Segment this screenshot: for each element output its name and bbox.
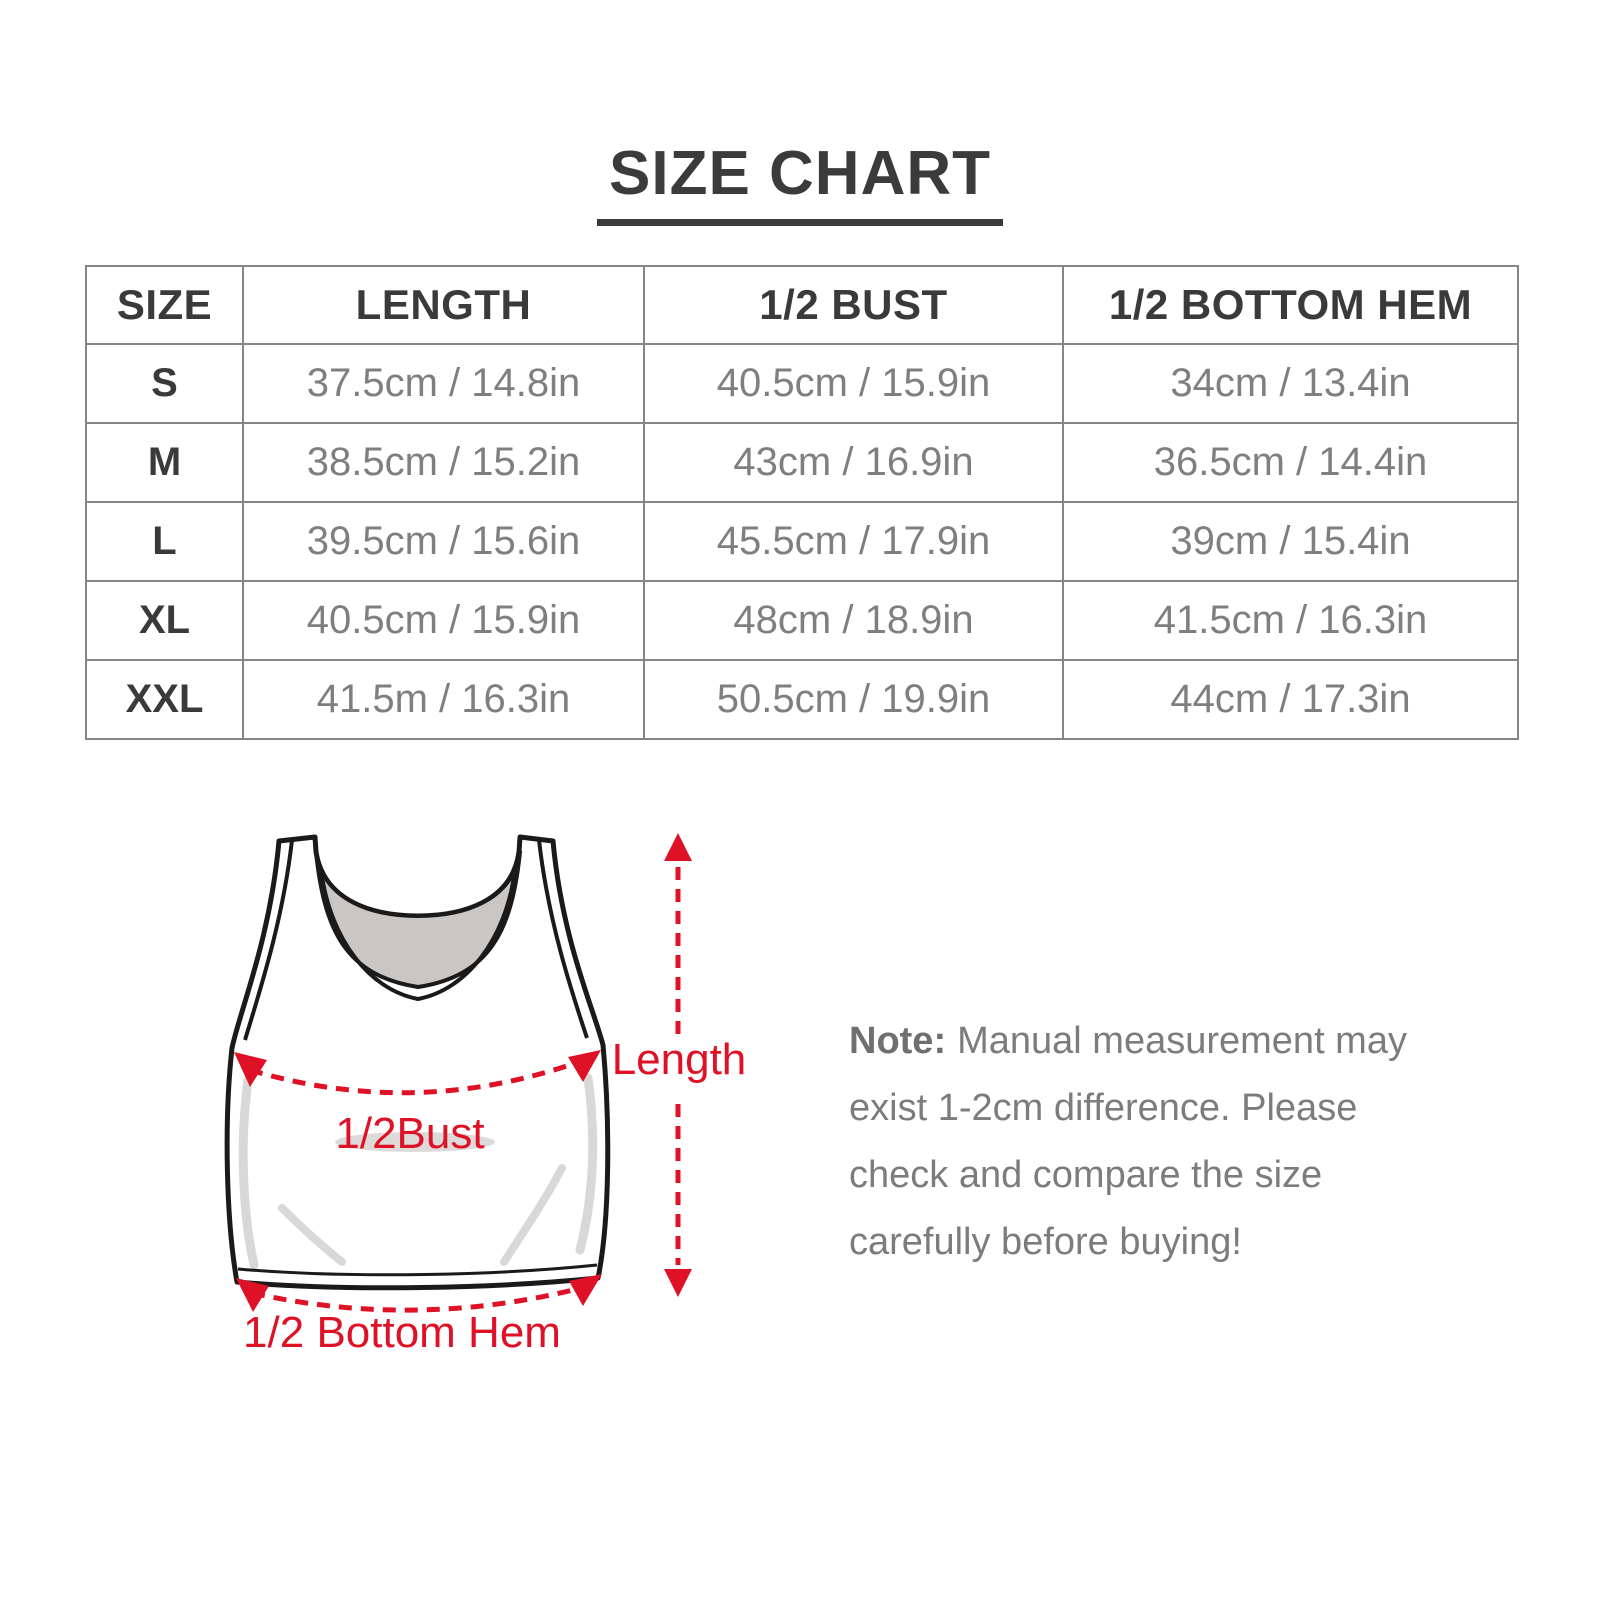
cell-size: XXL [85,659,244,740]
column-header-size: SIZE [85,265,244,345]
size-row-M: M 38.5cm / 15.2in 43cm / 16.9in 36.5cm / 14… [85,422,1519,503]
shading-right-diagonal [500,1164,566,1266]
length-arrow-up-icon [664,833,692,861]
cell-bust: 48cm / 18.9in [643,580,1064,661]
note-line: check and compare the size [849,1154,1323,1196]
tank-top-illustration: Length 1/2Bust 1/2 Bottom Hem [224,833,747,1357]
note-label: Note: [849,1020,947,1062]
cell-bottom_hem: 39cm / 15.4in [1062,501,1519,582]
shading-right-seam [575,1073,598,1255]
size-row-XL: XL 40.5cm / 15.9in 48cm / 18.9in 41.5cm / 1… [85,580,1519,661]
cell-length: 39.5cm / 15.6in [242,501,645,582]
cell-bust: 45.5cm / 17.9in [643,501,1064,582]
bust-measure-line [249,1057,585,1096]
page-title: SIZE CHART [597,138,1003,226]
size-table: SIZE LENGTH 1/2 BUST 1/2 BOTTOM HEM S 37.… [85,265,1519,740]
bust-arrow-right-icon [568,1050,601,1082]
garment-diagram: Length 1/2Bust 1/2 Bottom Hem [170,810,790,1390]
page-title-wrap: SIZE CHART [0,138,1600,226]
size-row-S: S 37.5cm / 14.8in 40.5cm / 15.9in 34cm / 13… [85,343,1519,424]
shading-left-diagonal [278,1204,346,1266]
bottom-hem-label: 1/2 Bottom Hem [243,1308,561,1357]
note-text: Note: Manual measurement may exist 1-2cm … [849,1008,1407,1276]
size-table-body: S 37.5cm / 14.8in 40.5cm / 15.9in 34cm / 13… [85,343,1519,740]
shading-bust-smudge [335,1132,495,1152]
note-line: exist 1-2cm difference. Please [849,1087,1358,1129]
right-armhole-binding-line [537,839,589,1039]
cell-bottom_hem: 41.5cm / 16.3in [1062,580,1519,661]
hem-measure-line [251,1284,586,1313]
cell-bust: 50.5cm / 19.9in [643,659,1064,740]
cell-size: XL [85,580,244,661]
cell-size: M [85,422,244,503]
hem-stitch-line [237,1263,598,1277]
cell-length: 37.5cm / 14.8in [242,343,645,424]
bust-label: 1/2Bust [335,1109,484,1158]
cell-size: L [85,501,244,582]
note-line-text: Manual measurement may [957,1020,1407,1062]
length-label: Length [612,1035,747,1084]
cell-bust: 43cm / 16.9in [643,422,1064,503]
size-table-header: SIZE LENGTH 1/2 BUST 1/2 BOTTOM HEM [85,265,1519,345]
column-header-length: LENGTH [242,265,645,345]
size-row-XXL: XXL 41.5m / 16.3in 50.5cm / 19.9in 44cm / 1… [85,659,1519,740]
length-arrow-down-icon [664,1269,692,1297]
cell-bottom_hem: 34cm / 13.4in [1062,343,1519,424]
hem-arrow-left-icon [236,1278,269,1312]
bust-arrow-left-icon [234,1052,267,1087]
cell-bottom_hem: 36.5cm / 14.4in [1062,422,1519,503]
neck-binding-line [319,869,517,1002]
cell-size: S [85,343,244,424]
size-row-L: L 39.5cm / 15.6in 45.5cm / 17.9in 39cm / 15… [85,501,1519,582]
shading-left-seam [238,1075,259,1270]
note-line: Note: Manual measurement may [849,1008,1407,1075]
cell-length: 40.5cm / 15.9in [242,580,645,661]
column-header-bottom-hem: 1/2 BOTTOM HEM [1062,265,1519,345]
hem-arrow-right-icon [569,1274,602,1306]
cell-length: 38.5cm / 15.2in [242,422,645,503]
cell-length: 41.5m / 16.3in [242,659,645,740]
note-line: carefully before buying! [849,1221,1242,1263]
header-row: SIZE LENGTH 1/2 BUST 1/2 BOTTOM HEM [85,265,1519,345]
cell-bust: 40.5cm / 15.9in [643,343,1064,424]
left-armhole-binding-line [243,839,294,1041]
cell-bottom_hem: 44cm / 17.3in [1062,659,1519,740]
column-header-bust: 1/2 BUST [643,265,1064,345]
